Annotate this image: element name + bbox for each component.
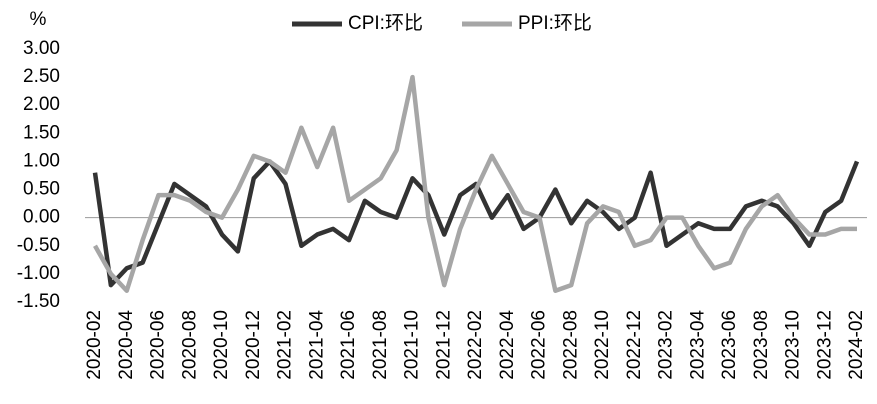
x-tick-label: 2020-04 xyxy=(116,310,137,380)
x-tick-label: 2022-10 xyxy=(592,310,613,380)
x-tick-label: 2021-06 xyxy=(338,310,359,380)
x-tick-label: 2021-10 xyxy=(402,310,423,380)
y-tick-label: -1.00 xyxy=(17,263,60,284)
x-tick-label: 2024-02 xyxy=(846,310,867,380)
legend-label: PPI:环比 xyxy=(518,12,592,34)
y-tick-label: 2.50 xyxy=(23,66,60,87)
series-line xyxy=(92,159,860,288)
x-tick-label: 2023-12 xyxy=(814,310,835,380)
y-tick-label: 1.50 xyxy=(23,122,60,143)
x-tick-label: 2021-08 xyxy=(370,310,391,380)
y-tick-label: 0.50 xyxy=(23,179,60,200)
x-tick-label: 2022-02 xyxy=(465,310,486,380)
y-tick-label: 1.00 xyxy=(23,150,60,171)
y-tick-label: 3.00 xyxy=(23,38,60,59)
y-tick-label: -0.50 xyxy=(17,235,60,256)
x-tick-label: 2022-08 xyxy=(560,310,581,380)
x-tick-label: 2023-06 xyxy=(719,310,740,380)
x-tick-label: 2023-02 xyxy=(656,310,677,380)
x-tick-label: 2021-12 xyxy=(433,310,454,380)
x-tick-label: 2020-06 xyxy=(148,310,169,380)
series-line xyxy=(93,74,857,294)
x-tick-label: 2020-12 xyxy=(243,310,264,380)
y-axis-label: % xyxy=(30,9,47,30)
x-tick-label: 2020-08 xyxy=(179,310,200,380)
x-tick-label: 2022-04 xyxy=(497,310,518,380)
x-tick-label: 2022-06 xyxy=(529,310,550,380)
y-tick-label: 0.00 xyxy=(23,207,60,228)
x-tick-label: 2020-10 xyxy=(211,310,232,380)
x-tick-label: 2023-10 xyxy=(783,310,804,380)
x-tick-label: 2022-12 xyxy=(624,310,645,380)
y-tick-label: -1.50 xyxy=(17,291,60,312)
x-tick-label: 2023-08 xyxy=(751,310,772,380)
x-tick-label: 2021-04 xyxy=(306,310,327,380)
y-tick-label: 2.00 xyxy=(23,94,60,115)
x-tick-label: 2023-04 xyxy=(687,310,708,380)
x-tick-label: 2021-02 xyxy=(275,310,296,380)
legend-label: CPI:环比 xyxy=(348,12,423,34)
x-tick-label: 2020-02 xyxy=(84,310,105,380)
